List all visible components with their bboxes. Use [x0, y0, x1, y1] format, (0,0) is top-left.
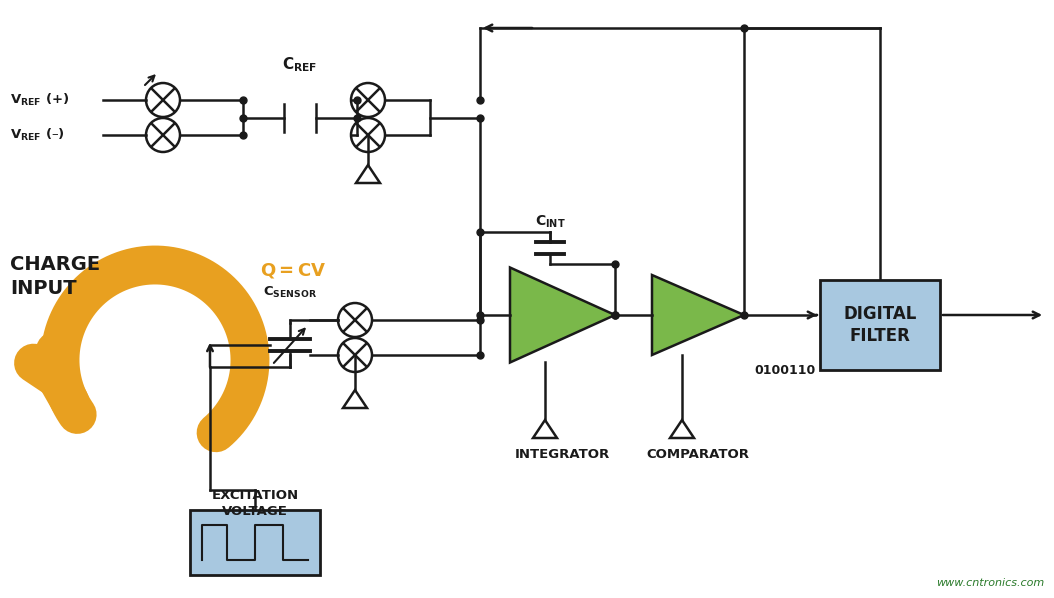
Text: CHARGE: CHARGE [9, 255, 100, 274]
Text: $\mathbf{V_{REF}}$ (–): $\mathbf{V_{REF}}$ (–) [9, 127, 65, 143]
Text: VOLTAGE: VOLTAGE [222, 505, 288, 518]
Bar [820, 280, 940, 370]
Text: www.cntronics.com: www.cntronics.com [936, 578, 1045, 588]
Polygon shape [652, 275, 744, 355]
Text: $\mathbf{C_{REF}}$: $\mathbf{C_{REF}}$ [282, 56, 317, 74]
Text: DIGITAL: DIGITAL [843, 305, 917, 323]
Text: INPUT: INPUT [9, 279, 77, 297]
Text: FILTER: FILTER [850, 327, 911, 345]
Text: $\mathbf{C_{SENSOR}}$: $\mathbf{C_{SENSOR}}$ [262, 285, 317, 300]
Polygon shape [510, 267, 614, 362]
Text: COMPARATOR: COMPARATOR [646, 448, 749, 461]
Text: $\mathbf{Q = CV}$: $\mathbf{Q = CV}$ [260, 261, 327, 279]
Text: $\mathbf{V_{REF}}$ (+): $\mathbf{V_{REF}}$ (+) [9, 92, 70, 108]
Text: 0100110: 0100110 [754, 364, 815, 377]
Text: INTEGRATOR: INTEGRATOR [514, 448, 609, 461]
Text: $\mathbf{C_{INT}}$: $\mathbf{C_{INT}}$ [534, 214, 565, 230]
Text: EXCITATION: EXCITATION [212, 489, 298, 502]
Bar [190, 510, 320, 575]
